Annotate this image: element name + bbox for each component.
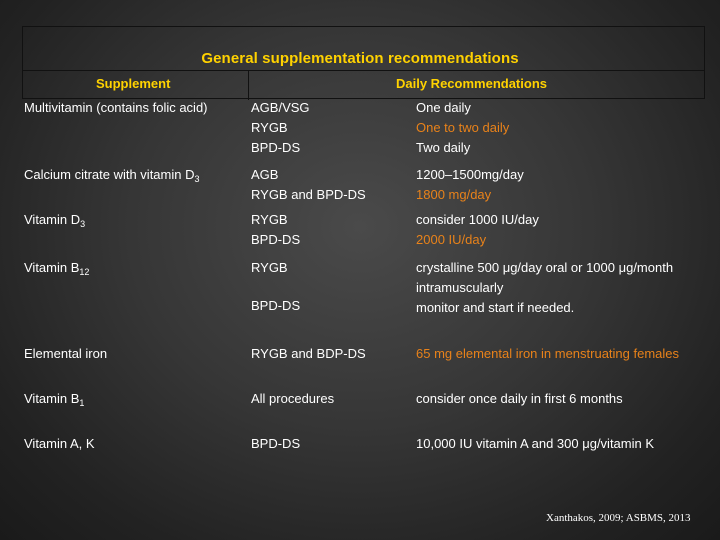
recommendation-highlight: One to two daily	[416, 120, 510, 135]
subscript: 3	[194, 174, 200, 184]
cell-procedures-vitamin-a-k: BPD-DS	[251, 434, 300, 454]
procedure: BPD-DS	[251, 436, 301, 451]
procedure: RYGB	[251, 260, 288, 275]
recommendation-highlight: 2000 IU/day	[416, 232, 487, 247]
title-frame	[22, 26, 705, 99]
procedure: AGB	[251, 167, 279, 182]
subscript: 12	[79, 267, 90, 277]
header-divider-bottom	[22, 98, 704, 99]
cell-procedures-vitamin-d3: RYGB BPD-DS	[251, 210, 300, 250]
recommendation: monitor and start if needed.	[416, 300, 575, 315]
cell-recommendation-multivitamin: One daily One to two daily Two daily	[416, 98, 509, 158]
recommendation: consider once daily in first 6 months	[416, 391, 623, 406]
table-title: General supplementation recommendations	[201, 50, 519, 67]
recommendation: 1200–1500mg/day	[416, 167, 524, 182]
procedure: RYGB and BPD-DS	[251, 187, 366, 202]
recommendation-highlight: 1800 mg/day	[416, 187, 492, 202]
cell-recommendation-vitamin-b12: crystalline 500 μg/day oral or 1000 μg/m…	[416, 258, 673, 318]
cell-procedure-vitamin-b12-bpdds: BPD-DS	[251, 296, 300, 316]
procedure: RYGB	[251, 120, 288, 135]
cell-procedures-calcium: AGB RYGB and BPD-DS	[251, 165, 366, 205]
subscript: 1	[79, 398, 85, 408]
cell-supplement-vitamin-a-k: Vitamin A, K	[24, 436, 95, 451]
cell-supplement-vitamin-b1: Vitamin B1	[24, 391, 85, 408]
header-supplement: Supplement	[96, 76, 171, 91]
title-divider	[22, 70, 704, 71]
cell-recommendation-elemental-iron: 65 mg elemental iron in menstruating fem…	[416, 344, 679, 364]
procedure: RYGB	[251, 212, 288, 227]
cell-procedures-elemental-iron: RYGB and BDP-DS	[251, 344, 366, 364]
procedure: BPD-DS	[251, 232, 301, 247]
cell-recommendation-vitamin-d3: consider 1000 IU/day 2000 IU/day	[416, 210, 539, 250]
cell-supplement-vitamin-d3: Vitamin D3	[24, 212, 86, 229]
header-divider	[248, 70, 249, 100]
recommendation: One daily	[416, 100, 471, 115]
cell-supplement-multivitamin: Multivitamin (contains folic acid)	[24, 100, 208, 115]
recommendation-highlight: 65 mg elemental iron in menstruating fem…	[416, 346, 680, 361]
recommendation: crystalline 500 μg/day oral or 1000 μg/m…	[416, 260, 674, 275]
cell-procedure-vitamin-b12-rygb: RYGB	[251, 258, 288, 278]
procedure: BPD-DS	[251, 298, 301, 313]
cell-supplement-vitamin-b12: Vitamin B12	[24, 260, 90, 277]
header-daily-recommendations: Daily Recommendations	[396, 76, 547, 91]
cell-supplement-elemental-iron: Elemental iron	[24, 346, 108, 361]
procedure: RYGB and BDP-DS	[251, 346, 366, 361]
recommendation: Two daily	[416, 140, 471, 155]
recommendation: intramuscularly	[416, 280, 504, 295]
cell-recommendation-vitamin-a-k: 10,000 IU vitamin A and 300 μg/vitamin K	[416, 434, 654, 454]
cell-supplement-calcium: Calcium citrate with vitamin D3	[24, 167, 200, 184]
citation: Xanthakos, 2009; ASBMS, 2013	[546, 512, 691, 524]
cell-procedures-vitamin-b1: All procedures	[251, 389, 334, 409]
subscript: 3	[80, 219, 86, 229]
cell-procedures-multivitamin: AGB/VSG RYGB BPD-DS	[251, 98, 310, 158]
cell-recommendation-calcium: 1200–1500mg/day 1800 mg/day	[416, 165, 524, 205]
recommendation: 10,000 IU vitamin A and 300 μg/vitamin K	[416, 436, 655, 451]
procedure: All procedures	[251, 391, 335, 406]
procedure: BPD-DS	[251, 140, 301, 155]
recommendation: consider 1000 IU/day	[416, 212, 539, 227]
cell-recommendation-vitamin-b1: consider once daily in first 6 months	[416, 389, 623, 409]
procedure: AGB/VSG	[251, 100, 310, 115]
